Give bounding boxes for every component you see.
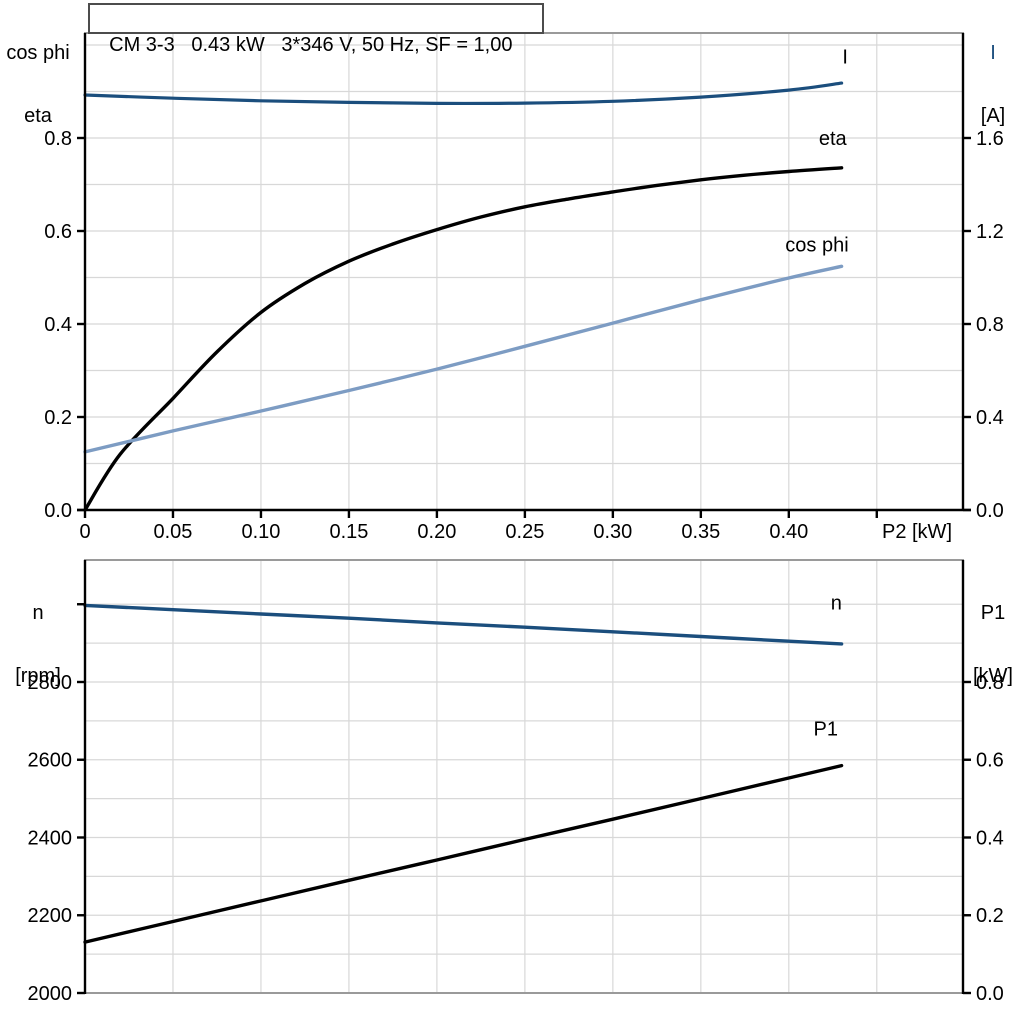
top-chart-left-tick-label: 0.4: [44, 314, 72, 336]
top-chart-x-tick-label: 0.40: [769, 521, 808, 543]
top-chart-left-tick-label: 0.0: [44, 500, 72, 522]
axis-title-line: n: [32, 602, 44, 624]
top-chart-x-tick-label: 0.35: [681, 521, 720, 543]
top-chart-curve-cos-phi: [83, 264, 844, 454]
axis-title-line: [rpm]: [15, 665, 61, 687]
top-chart-left-tick-label: 0.2: [44, 407, 72, 429]
top-chart-right-tick-label: 0.4: [976, 407, 1004, 429]
bottom-chart-left-tick-label: 2000: [28, 983, 73, 1005]
bottom-chart-curve-label-p1: P1: [814, 718, 838, 740]
top-chart-right-tick-label: 0.0: [976, 500, 1004, 522]
axis-title-line: cos phi: [6, 42, 70, 64]
top-chart-x-tick-label: 0.30: [593, 521, 632, 543]
bottom-chart-curve-n: [83, 603, 844, 646]
top-chart-left-tick-label: 0.6: [44, 221, 72, 243]
bottom-chart-left-tick-label: 2200: [28, 905, 73, 927]
bottom-chart-right-tick-label: 0.0: [976, 983, 1004, 1005]
bottom-chart-left-tick-label: 2400: [28, 827, 73, 849]
axis-title-line: I: [990, 42, 996, 64]
chart-title-box: CM 3-3 0.43 kW 3*346 V, 50 Hz, SF = 1,00: [88, 3, 544, 56]
chart-title-text: CM 3-3 0.43 kW 3*346 V, 50 Hz, SF = 1,00: [109, 34, 513, 56]
top-chart-curve-label-eta: eta: [819, 128, 848, 150]
top-left-axis-title: cos phi eta: [2, 1, 74, 148]
top-chart-x-tick-label: 0.20: [417, 521, 456, 543]
bottom-chart-right-tick-label: 0.6: [976, 750, 1004, 772]
top-chart-curve-label-i: I: [842, 47, 848, 69]
bottom-chart-curve-label-n: n: [831, 593, 842, 615]
bottom-chart-right-tick-label: 0.4: [976, 827, 1004, 849]
top-chart-right-tick-label: 1.6: [976, 128, 1004, 150]
bottom-chart-right-tick-label: 0.2: [976, 905, 1004, 927]
axis-title-line: [A]: [980, 105, 1006, 127]
bottom-chart-left-tick-label: 2800: [28, 672, 73, 694]
top-chart-x-tick-label: 0.05: [154, 521, 193, 543]
top-chart-right-tick-label: 1.2: [976, 221, 1004, 243]
top-chart-left-tick-label: 0.8: [44, 128, 72, 150]
top-chart-x-tick-label: 0.25: [505, 521, 544, 543]
top-chart-x-tick-label: 0: [79, 521, 90, 543]
bottom-chart-left-tick-label: 2600: [28, 750, 73, 772]
bottom-left-axis-title: n [rpm]: [2, 561, 74, 708]
axis-title-line: [kW]: [973, 665, 1013, 687]
bottom-chart-curve-p1: [83, 763, 844, 944]
top-chart-curve-i: [83, 81, 844, 106]
bottom-chart-right-tick-label: 0.8: [976, 672, 1004, 694]
axis-title-line: eta: [24, 105, 52, 127]
top-chart-x-tick-label: 0.15: [329, 521, 368, 543]
top-right-axis-title: I [A]: [965, 1, 1021, 148]
top-chart-right-tick-label: 0.8: [976, 314, 1004, 336]
top-chart-curve-label-cos-phi: cos phi: [785, 234, 848, 256]
bottom-right-axis-title: P1 [kW]: [965, 561, 1021, 708]
top-chart-curve-eta: [83, 166, 844, 512]
top-chart-x-tick-label: 0.10: [241, 521, 280, 543]
axis-title-line: P1: [980, 602, 1006, 624]
top-chart-x-axis-label: P2 [kW]: [882, 521, 952, 543]
